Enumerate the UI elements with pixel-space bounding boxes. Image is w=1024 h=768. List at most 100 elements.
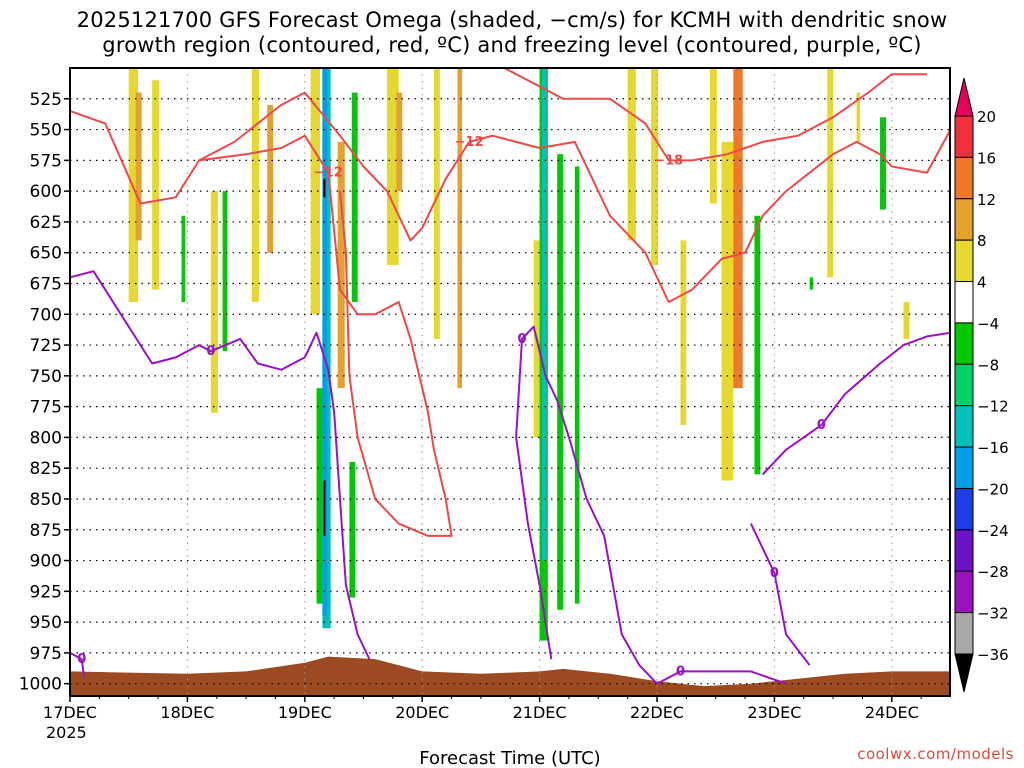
y-tick-label: 875 — [30, 521, 62, 541]
y-tick-label: 825 — [30, 459, 62, 479]
chart-title: 2025121700 GFS Forecast Omega (shaded, −… — [0, 8, 1024, 58]
omega-band — [210, 191, 218, 413]
x-tick-label: 23DEC — [747, 703, 801, 722]
y-tick-label: 850 — [30, 490, 62, 510]
colorbar-segment — [954, 156, 974, 200]
colorbar-label: −28 — [977, 563, 1009, 581]
y-tick-label: 625 — [30, 213, 62, 233]
freezing-level-contour — [761, 331, 951, 476]
freezing-level-contour-label: 0 — [770, 566, 779, 581]
colorbar-segment — [954, 529, 974, 572]
colorbar-label: −8 — [977, 356, 999, 374]
omega-band — [351, 92, 358, 302]
freezing-level-contour-label: 0 — [676, 664, 685, 679]
colorbar-top-triangle — [954, 77, 974, 117]
omega-band — [181, 215, 186, 302]
x-year-label: 2025 — [46, 723, 87, 742]
x-tick-label: 20DEC — [395, 703, 449, 722]
colorbar-label: 8 — [977, 232, 987, 250]
freezing-level-contour-label: 0 — [206, 344, 215, 359]
omega-band — [386, 68, 399, 266]
x-tick-label: 22DEC — [630, 703, 684, 722]
freezing-level-contour-label: 0 — [817, 418, 826, 433]
y-tick-label: 550 — [30, 121, 62, 141]
colorbar-label: −32 — [977, 605, 1009, 623]
omega-band — [396, 92, 403, 192]
colorbar-segment — [954, 239, 974, 283]
freezing-level-layer: 0 0 0 0 0 0 — [69, 270, 951, 685]
x-tick-label: 21DEC — [513, 703, 567, 722]
colorbar-segment — [954, 363, 974, 407]
omega-band — [754, 215, 761, 475]
colorbar-label: −4 — [977, 315, 999, 333]
colorbar-segment — [954, 612, 974, 655]
terrain-surface — [70, 656, 951, 696]
omega-band — [574, 166, 580, 604]
omega-band — [903, 301, 910, 339]
y-tick-label: 900 — [30, 552, 62, 572]
freezing-level-contour — [69, 652, 86, 678]
omega-band — [680, 240, 687, 426]
freezing-level-contour — [515, 325, 658, 685]
y-tick-label: 975 — [30, 644, 62, 664]
omega-band — [557, 154, 564, 610]
plot-frame — [69, 67, 951, 697]
omega-band — [880, 117, 886, 210]
freezing-level-contour — [749, 523, 811, 666]
omega-band — [222, 191, 228, 352]
dgz-contour-label: −18 — [654, 153, 683, 168]
omega-band — [135, 92, 142, 241]
dgz-contour — [503, 67, 927, 162]
y-tick-label: 950 — [30, 613, 62, 633]
y-tick-label: 675 — [30, 274, 62, 294]
omega-band — [323, 178, 326, 198]
freezing-level-contour-label: 0 — [517, 332, 526, 347]
y-tick-label: 725 — [30, 336, 62, 356]
x-axis-title: Forecast Time (UTC) — [419, 748, 600, 768]
y-tick-label: 1000 — [19, 675, 62, 695]
colorbar-label: 16 — [977, 149, 996, 167]
omega-band — [152, 80, 160, 290]
freezing-level-contour-label: 0 — [77, 652, 86, 667]
omega-band — [541, 68, 547, 561]
freezing-level-contour — [656, 670, 787, 685]
y-tick-label: 700 — [30, 305, 62, 325]
y-tick-label: 925 — [30, 582, 62, 602]
dgz-contour-label: −12 — [455, 135, 484, 150]
colorbar-segment — [954, 405, 974, 448]
freezing-level-contour — [69, 270, 371, 660]
x-tick-label: 24DEC — [865, 703, 919, 722]
colorbar-bottom-triangle — [954, 653, 974, 693]
title-line-2: growth region (contoured, red, ºC) and f… — [102, 33, 922, 57]
omega-band — [349, 462, 356, 598]
y-tick-label: 575 — [30, 151, 62, 171]
x-tick-label: 19DEC — [278, 703, 332, 722]
omega-band — [627, 68, 636, 241]
dgz-contour — [198, 91, 952, 303]
y-tick-label: 800 — [30, 428, 62, 448]
omega-band — [709, 68, 717, 204]
omega-band — [267, 104, 274, 253]
colorbar-segment — [954, 322, 974, 365]
omega-band — [827, 68, 834, 278]
colorbar-segment — [954, 446, 974, 489]
omega-band — [316, 388, 324, 604]
y-tick-label: 525 — [30, 90, 62, 110]
y-tick-label: 600 — [30, 182, 62, 202]
title-line-1: 2025121700 GFS Forecast Omega (shaded, −… — [76, 8, 948, 32]
y-tick-label: 650 — [30, 244, 62, 264]
colorbar-label: −12 — [977, 398, 1009, 416]
omega-band — [733, 68, 743, 389]
colorbar-label: −36 — [977, 646, 1009, 664]
colorbar: 20 16 12 8 4 −4 −8 −12 −16 −20 −24 −28 −32 −36 — [954, 77, 1009, 693]
omega-band — [433, 68, 440, 339]
omega-band — [322, 68, 328, 616]
colorbar-segment — [954, 115, 974, 158]
colorbar-label: 12 — [977, 191, 996, 209]
colorbar-label: 4 — [977, 274, 987, 292]
omega-band — [337, 141, 345, 389]
colorbar-segment — [954, 281, 974, 324]
omega-band — [721, 141, 734, 481]
watermark: coolwx.com/models — [857, 745, 1014, 763]
